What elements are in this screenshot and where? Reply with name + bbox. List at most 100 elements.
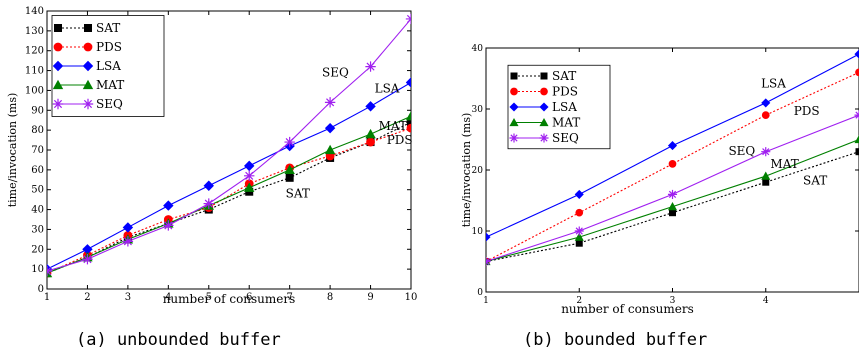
y-axis-label: time/invocation (ms) [460,113,473,228]
y-tick-label: 140 [25,6,44,17]
y-tick-label: 60 [31,165,44,176]
data-point-mat [365,128,376,139]
y-tick-label: 130 [25,26,44,37]
legend-label-lsa: LSA [96,59,121,73]
data-point-lsa [82,244,93,255]
data-point-pds [668,160,677,168]
data-point-mat [47,267,53,278]
data-point-mat [244,182,255,192]
data-point-mat [405,111,411,121]
data-point-seq [854,110,859,120]
series-line-mat [47,115,411,274]
x-tick-label: 1 [483,296,489,306]
data-point-pds [406,123,411,133]
data-point-seq [365,61,376,72]
x-tick-label: 6 [246,292,252,303]
data-point-mat [761,171,771,180]
data-point-sat [762,178,770,186]
y-tick-label: 120 [25,46,44,57]
legend-label-sat: SAT [96,21,120,35]
data-point-mat [324,144,336,155]
legend-marker-lsa [509,102,519,112]
legend-marker-mat [82,79,94,90]
plot-area [47,13,411,278]
legend-marker-seq [539,133,549,143]
x-axis-label: number of consumers [163,292,296,306]
y-tick-label: 10 [472,227,484,237]
legend-marker-mat [539,117,549,127]
data-point-seq [122,236,134,247]
legend-label-pds: PDS [96,40,122,54]
data-point-sat [407,118,411,127]
y-axis-label: time/invocation (ms) [6,93,19,208]
legend-marker-mat [509,117,519,127]
x-tick-label: 4 [165,292,171,303]
legend-marker-pds [510,87,518,96]
y-tick-label: 50 [31,185,44,196]
legend-marker-pds [83,42,93,52]
legend-marker-pds [53,42,63,52]
data-point-mat [854,134,859,144]
data-point-sat [575,239,583,247]
annotation-sat: SAT [803,174,827,188]
y-tick-label: 30 [31,224,44,235]
data-point-mat [284,164,295,175]
data-point-seq [486,256,491,267]
data-point-pds [366,137,375,147]
x-tick-label: 2 [84,292,90,303]
x-tick-label: 5 [206,292,212,303]
data-point-seq [761,147,771,157]
annotation-mat: MAT [770,157,798,171]
data-point-lsa [486,232,491,242]
series-line-seq [47,18,411,272]
data-point-mat [667,202,678,211]
data-point-sat [669,209,676,217]
x-tick-label: 4 [763,296,769,306]
y-tick-label: 0 [38,284,44,295]
legend-marker-sat [540,72,548,80]
data-point-lsa [854,49,859,59]
legend-marker-sat [84,24,92,32]
y-tick-label: 20 [31,244,44,255]
annotation-pds: PDS [387,133,413,147]
legend-marker-lsa [539,102,549,112]
y-tick-label: 110 [25,66,44,77]
data-point-pds [855,68,859,77]
data-point-seq [82,254,93,265]
y-tick-label: 10 [31,264,44,275]
legend-label-seq: SEQ [552,131,579,145]
x-tick-label: 9 [367,292,373,303]
series-line-pds [47,127,411,274]
x-tick-label: 8 [327,292,333,303]
legend-marker-lsa [52,60,64,72]
x-tick-label: 3 [670,296,676,306]
caption-right: (b) bounded buffer [523,330,708,350]
y-tick-label: 90 [31,105,44,116]
legend-marker-pds [540,87,548,96]
y-tick-label: 40 [472,44,484,54]
annotation-sat: SAT [286,187,310,201]
legend-label-mat: MAT [96,78,124,92]
data-point-lsa [324,122,336,134]
chart-1: 0 10 20 30 40 50 60 70 80 90 100 110 120 130 140 1 2 3 4 5 6… [6,6,417,306]
x-tick-label: 2 [576,296,582,306]
data-point-sat [285,173,294,182]
chart-2: 0 10 20 30 40 1 2 3 4 number of consumers time/inv… [460,44,859,316]
y-tick-label: 30 [472,105,484,115]
legend-marker-seq [52,98,64,110]
data-point-pds [575,208,584,217]
x-tick-label: 3 [125,292,131,303]
legend-marker-seq [82,98,94,110]
y-tick-label: 40 [31,205,44,216]
data-point-seq [244,170,255,182]
annotation-pds: PDS [794,104,820,118]
y-tick-label: 80 [31,125,44,136]
legend-marker-seq [509,133,519,143]
legend-marker-sat [54,24,62,32]
legend-label-sat: SAT [552,69,576,83]
y-tick-label: 100 [25,85,44,96]
legend-marker-mat [52,79,64,90]
plot-area [486,49,859,267]
